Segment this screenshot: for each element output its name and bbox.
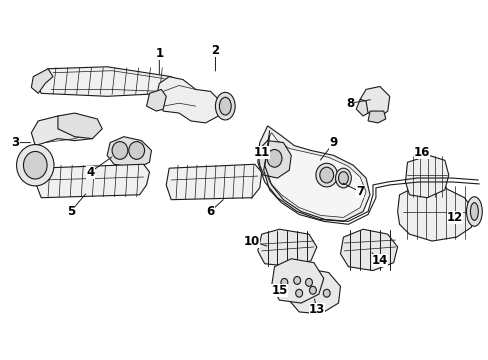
Polygon shape xyxy=(257,126,369,221)
Ellipse shape xyxy=(266,149,282,167)
Text: 9: 9 xyxy=(329,136,337,149)
Polygon shape xyxy=(257,141,291,178)
Polygon shape xyxy=(360,86,389,119)
Polygon shape xyxy=(405,156,448,198)
Ellipse shape xyxy=(338,172,347,184)
Polygon shape xyxy=(107,137,151,168)
Ellipse shape xyxy=(323,289,329,297)
Text: 3: 3 xyxy=(12,136,20,149)
Ellipse shape xyxy=(215,93,235,120)
Text: 7: 7 xyxy=(355,185,364,198)
Ellipse shape xyxy=(469,203,477,220)
Ellipse shape xyxy=(23,152,47,179)
Text: 15: 15 xyxy=(271,284,287,297)
Text: 12: 12 xyxy=(446,211,462,224)
Ellipse shape xyxy=(280,278,287,286)
Polygon shape xyxy=(257,229,316,267)
Polygon shape xyxy=(163,80,185,103)
Polygon shape xyxy=(58,113,102,139)
Ellipse shape xyxy=(315,163,337,187)
Ellipse shape xyxy=(293,276,300,284)
Text: 5: 5 xyxy=(66,205,75,218)
Ellipse shape xyxy=(17,145,54,186)
Ellipse shape xyxy=(112,141,127,159)
Ellipse shape xyxy=(305,278,312,286)
Polygon shape xyxy=(262,133,366,217)
Polygon shape xyxy=(31,116,97,145)
Text: 13: 13 xyxy=(308,303,325,316)
Polygon shape xyxy=(35,164,149,198)
Polygon shape xyxy=(271,259,323,303)
Polygon shape xyxy=(146,89,166,111)
Text: 10: 10 xyxy=(243,235,260,248)
Ellipse shape xyxy=(128,141,144,159)
Polygon shape xyxy=(38,67,174,96)
Ellipse shape xyxy=(219,97,231,115)
Text: 8: 8 xyxy=(346,97,354,110)
Text: 14: 14 xyxy=(371,254,387,267)
Text: 2: 2 xyxy=(211,44,219,57)
Text: 11: 11 xyxy=(253,146,269,159)
Polygon shape xyxy=(367,111,385,123)
Text: 6: 6 xyxy=(206,205,214,218)
Text: 1: 1 xyxy=(155,48,163,60)
Polygon shape xyxy=(156,77,220,123)
Polygon shape xyxy=(356,99,367,116)
Polygon shape xyxy=(397,185,473,241)
Polygon shape xyxy=(287,269,340,314)
Polygon shape xyxy=(166,164,261,200)
Polygon shape xyxy=(31,69,53,93)
Text: 16: 16 xyxy=(413,146,429,159)
Text: 4: 4 xyxy=(86,166,94,179)
Ellipse shape xyxy=(295,289,302,297)
Ellipse shape xyxy=(335,168,350,188)
Polygon shape xyxy=(340,229,397,271)
Ellipse shape xyxy=(466,197,481,226)
Ellipse shape xyxy=(309,286,316,294)
Ellipse shape xyxy=(319,167,333,183)
